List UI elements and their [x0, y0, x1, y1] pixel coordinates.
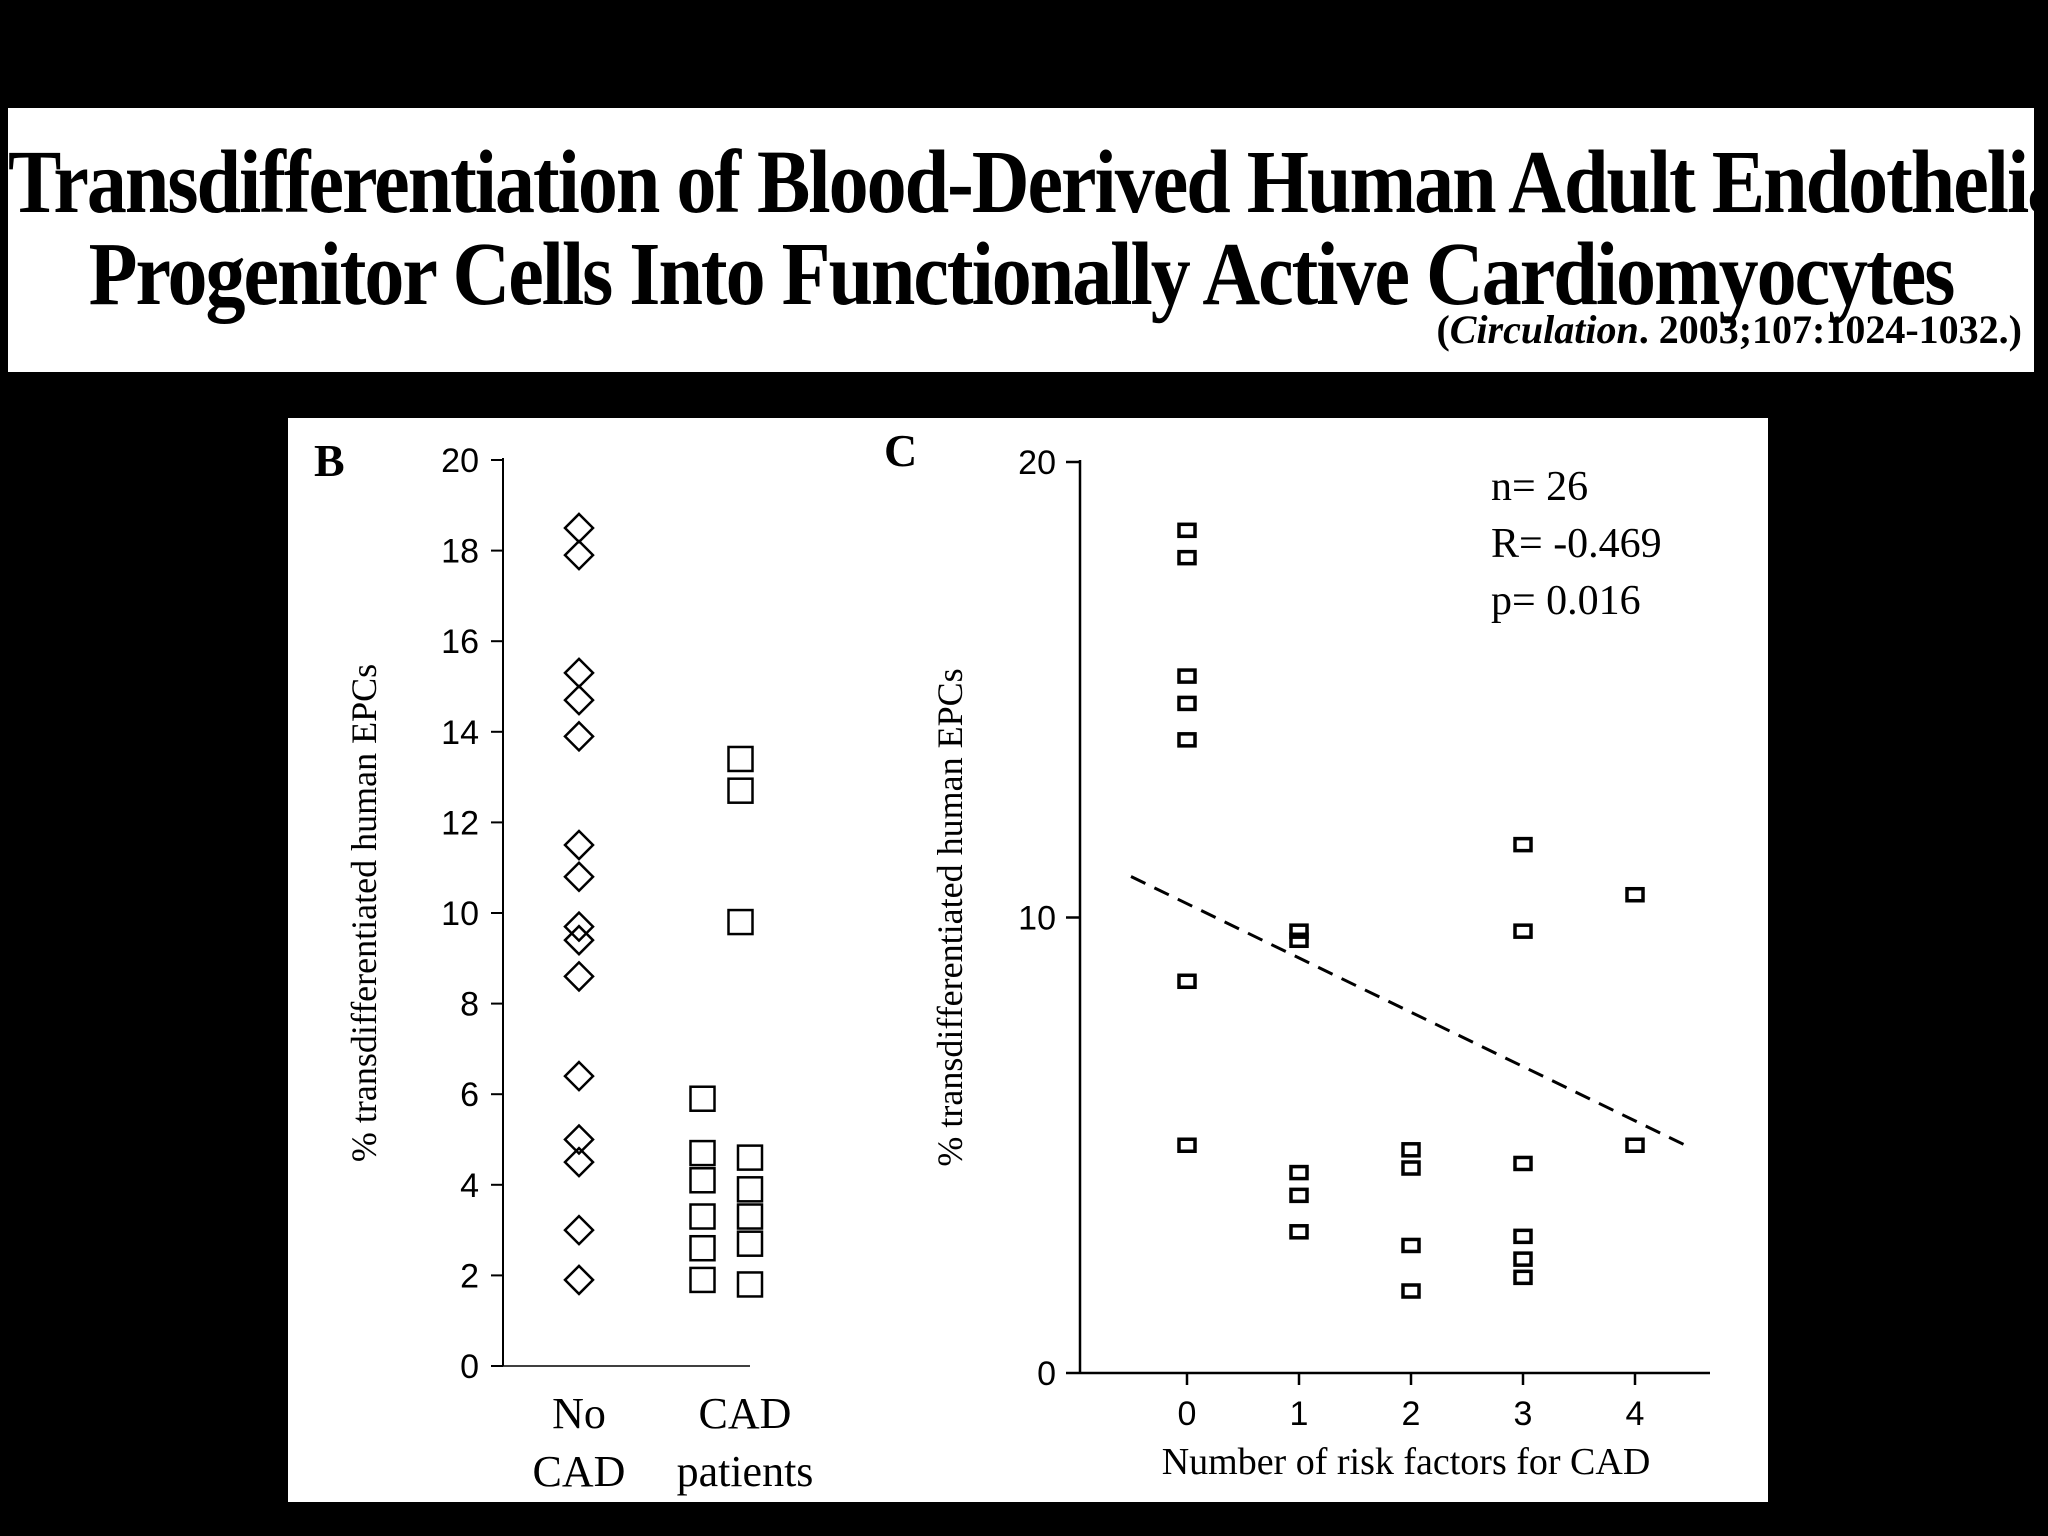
c-x-tick-label: 1: [1290, 1395, 1309, 1433]
c-point: [1401, 1237, 1421, 1254]
c-point: [1513, 1155, 1533, 1172]
c-point: [1289, 1224, 1309, 1240]
b-point-no-cad: [563, 512, 595, 544]
b-y-tick-label: 20: [441, 442, 479, 480]
citation-rest: . 2003;107:1024-1032.): [1638, 307, 2022, 352]
c-y-tick-label: 0: [1037, 1355, 1056, 1393]
b-point-cad: [736, 1203, 764, 1230]
c-point: [1513, 923, 1533, 939]
b-point-cad: [689, 1085, 716, 1112]
citation-open: (: [1436, 307, 1450, 352]
c-point: [1177, 668, 1197, 684]
figure-panel: B C 0 2 4 6 8 10 12 14 16 18 20% transdifferentiat…: [288, 418, 1768, 1502]
b-y-tick-label: 18: [441, 533, 479, 571]
b-point-no-cad: [563, 910, 595, 943]
c-point: [1513, 836, 1533, 853]
c-stat-n: n= 26: [1491, 464, 1588, 510]
b-point-no-cad: [563, 1060, 595, 1092]
c-point: [1177, 732, 1197, 748]
b-y-tick-label: 8: [460, 986, 479, 1024]
b-y-tick-label: 16: [441, 623, 479, 661]
c-x-axis-label: Number of risk factors for CAD: [1162, 1441, 1651, 1483]
b-y-tick-label: 0: [460, 1348, 479, 1386]
b-category-label: No: [552, 1389, 606, 1438]
b-point-no-cad: [563, 539, 595, 571]
c-point: [1625, 886, 1645, 903]
b-point-cad: [727, 745, 754, 773]
b-point-no-cad: [563, 657, 595, 689]
b-category-label: CAD: [699, 1389, 792, 1438]
title-banner: Transdifferentiation of Blood-Derived Hu…: [8, 108, 2048, 372]
b-point-no-cad: [563, 829, 595, 861]
c-point: [1513, 1228, 1533, 1245]
c-x-tick-label: 0: [1178, 1395, 1197, 1433]
c-point: [1513, 1251, 1533, 1267]
b-y-tick-label: 12: [441, 804, 479, 842]
b-point-cad: [689, 1203, 716, 1230]
b-point-no-cad: [563, 1214, 595, 1246]
b-point-no-cad: [563, 720, 595, 753]
b-point-no-cad: [563, 684, 595, 716]
c-point: [1177, 973, 1197, 990]
citation: (Circulation. 2003;107:1024-1032.): [1436, 306, 2022, 353]
c-point: [1401, 1283, 1421, 1299]
b-point-cad: [736, 1176, 764, 1203]
c-trendline: [1130, 875, 1687, 1147]
c-point: [1177, 549, 1197, 566]
c-point: [1177, 695, 1197, 712]
c-y-axis-label: % transdifferentiated human EPCs: [930, 668, 970, 1166]
c-x-tick-label: 4: [1626, 1395, 1645, 1433]
c-point: [1289, 932, 1309, 949]
b-point-cad: [689, 1266, 716, 1294]
c-x-tick-label: 2: [1402, 1395, 1421, 1433]
b-point-no-cad: [563, 1146, 595, 1178]
c-x-tick-label: 3: [1514, 1395, 1533, 1433]
b-point-cad: [736, 1271, 764, 1298]
c-stat-r: R= -0.469: [1491, 521, 1662, 567]
c-point: [1177, 522, 1197, 539]
b-point-no-cad: [563, 1264, 595, 1296]
b-point-no-cad: [563, 860, 595, 893]
c-point: [1289, 1164, 1309, 1181]
c-stat-p: p= 0.016: [1491, 578, 1641, 624]
b-point-cad: [727, 908, 754, 936]
b-point-cad: [727, 777, 754, 804]
chart-b: 0 2 4 6 8 10 12 14 16 18 20 % transdifferentiated h…: [344, 442, 813, 1496]
c-point: [1177, 1137, 1197, 1153]
b-category-label: patients: [677, 1447, 814, 1496]
b-point-no-cad: [563, 960, 595, 993]
c-point: [1625, 1137, 1645, 1153]
b-y-tick-label: 10: [441, 895, 479, 933]
b-y-tick-label: 4: [460, 1167, 479, 1205]
c-point: [1401, 1160, 1421, 1176]
b-category-label: CAD: [533, 1447, 626, 1496]
c-point: [1289, 1187, 1309, 1204]
b-y-tick-label: 6: [460, 1076, 479, 1114]
c-point: [1401, 1142, 1421, 1158]
b-point-cad: [689, 1139, 716, 1167]
b-y-axis-label: % transdifferentiated human EPCs: [344, 664, 384, 1162]
b-point-cad: [736, 1230, 764, 1257]
title-line-2: Progenitor Cells Into Functionally Activ…: [88, 225, 1956, 325]
b-y-tick-label: 2: [460, 1257, 479, 1295]
b-point-cad: [689, 1167, 716, 1194]
c-point: [1289, 923, 1309, 939]
c-point: [1513, 1269, 1533, 1286]
b-point-no-cad: [563, 924, 595, 956]
c-y-tick-label: 10: [1018, 900, 1056, 938]
panel-label-c: C: [884, 425, 917, 476]
title-line-1: Transdifferentiation of Blood-Derived Hu…: [8, 133, 2048, 233]
b-y-tick-label: 14: [441, 714, 479, 752]
c-y-tick-label: 20: [1018, 444, 1056, 482]
b-point-cad: [689, 1234, 716, 1262]
b-point-no-cad: [563, 1123, 595, 1156]
panel-label-b: B: [314, 435, 345, 486]
citation-journal: Circulation: [1449, 307, 1639, 352]
chart-c: 0 10 20 0 1 2 3 4 Number of risk factors for CAD…: [930, 444, 1710, 1483]
b-point-cad: [736, 1144, 764, 1171]
